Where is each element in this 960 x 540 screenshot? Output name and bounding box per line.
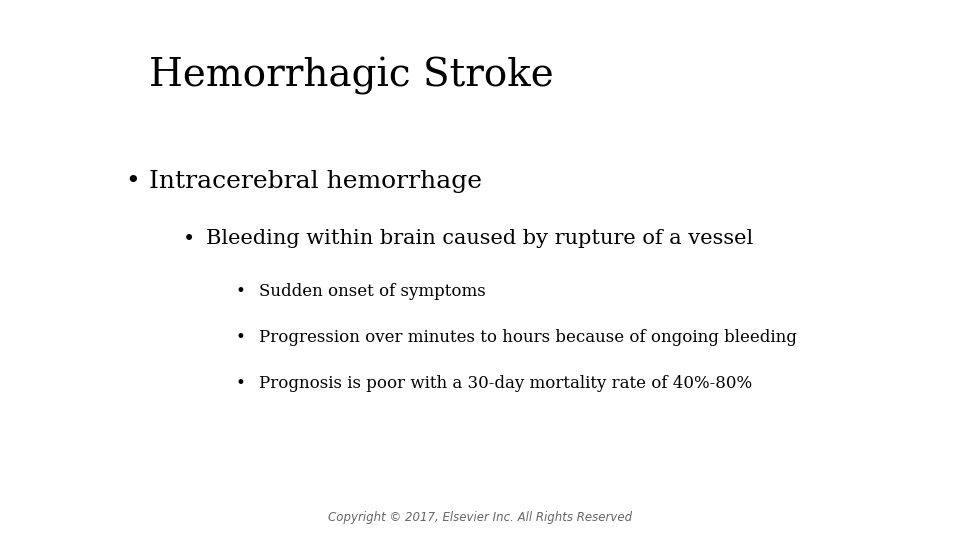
Text: Bleeding within brain caused by rupture of a vessel: Bleeding within brain caused by rupture … [206,230,754,248]
Text: Sudden onset of symptoms: Sudden onset of symptoms [259,284,486,300]
Text: •: • [125,170,139,193]
Text: Progression over minutes to hours because of ongoing bleeding: Progression over minutes to hours becaus… [259,329,797,346]
Text: •: • [235,375,245,392]
Text: •: • [182,230,195,248]
Text: Intracerebral hemorrhage: Intracerebral hemorrhage [149,170,482,193]
Text: Prognosis is poor with a 30-day mortality rate of 40%-80%: Prognosis is poor with a 30-day mortalit… [259,375,753,392]
Text: Copyright © 2017, Elsevier Inc. All Rights Reserved: Copyright © 2017, Elsevier Inc. All Righ… [328,511,632,524]
Text: •: • [235,329,245,346]
Text: •: • [235,284,245,300]
Text: Hemorrhagic Stroke: Hemorrhagic Stroke [149,57,554,94]
